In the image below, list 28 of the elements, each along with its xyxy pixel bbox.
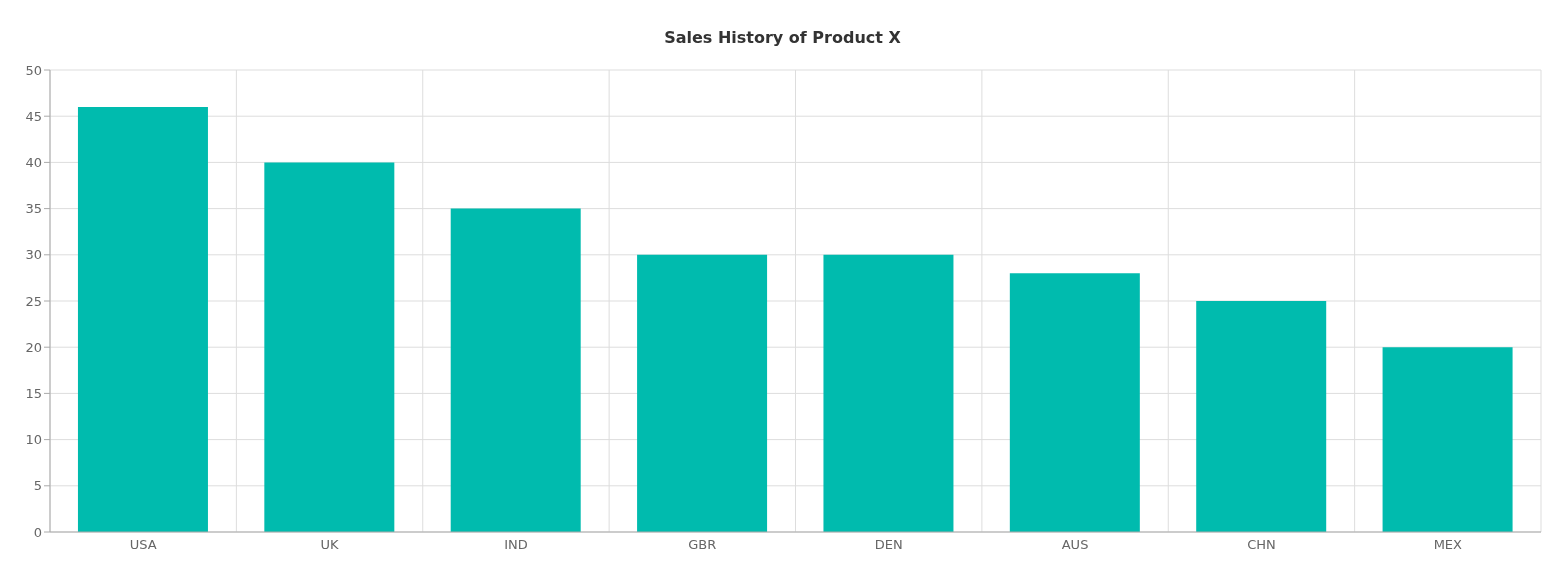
y-tick-label: 35 — [25, 201, 42, 217]
bar — [1196, 301, 1327, 532]
y-tick-label: 15 — [25, 386, 42, 402]
y-tick-label: 40 — [25, 155, 42, 171]
x-tick-label: IND — [504, 537, 528, 553]
bar — [450, 208, 581, 532]
y-tick-label: 10 — [25, 432, 42, 448]
y-tick-label: 30 — [25, 247, 42, 263]
x-tick-label: AUS — [1061, 537, 1089, 553]
y-tick-label: 50 — [25, 62, 42, 78]
x-tick-label: USA — [129, 537, 157, 553]
y-tick-label: 0 — [33, 524, 42, 540]
y-tick-label: 20 — [25, 339, 42, 355]
x-tick-label: DEN — [874, 537, 903, 553]
y-tick-label: 5 — [33, 478, 42, 494]
x-tick-label: CHN — [1247, 537, 1276, 553]
x-tick-label: UK — [320, 537, 340, 553]
x-tick-label: MEX — [1433, 537, 1463, 553]
bar — [77, 106, 208, 532]
y-tick-label: 25 — [25, 293, 42, 309]
bar — [1382, 347, 1513, 532]
bar — [264, 162, 395, 532]
bar — [637, 254, 768, 532]
chart-title: Sales History of Product X — [663, 28, 902, 47]
bar — [1009, 273, 1140, 532]
y-tick-label: 45 — [25, 108, 42, 124]
bar — [823, 254, 954, 532]
x-tick-label: GBR — [688, 537, 717, 553]
